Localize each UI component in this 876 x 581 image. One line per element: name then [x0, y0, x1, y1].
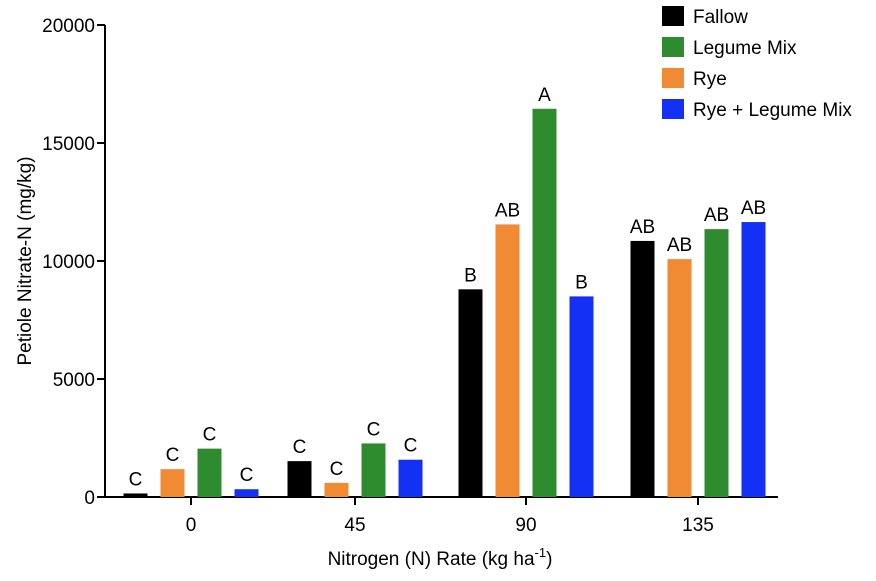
bar-label: C	[367, 419, 381, 440]
bar-label: A	[538, 85, 551, 106]
bar-label: C	[166, 445, 180, 466]
legend-swatch	[662, 37, 684, 57]
legend-label: Legume Mix	[693, 38, 797, 59]
x-tick-label: 45	[344, 515, 365, 536]
bar-label: C	[240, 465, 254, 486]
axes: 0 5000 10000 15000 20000 0 45 90 135	[42, 16, 778, 536]
bar-label: C	[129, 469, 143, 490]
legend-label: Fallow	[693, 7, 748, 28]
legend-label: Rye + Legume Mix	[693, 100, 852, 121]
legend-label: Rye	[693, 69, 727, 90]
x-ticks: 0 45 90 135	[186, 497, 714, 536]
bar	[287, 461, 312, 497]
legend: Fallow Legume Mix Rye Rye + Legume Mix	[662, 6, 852, 121]
x-axis-title-suffix: )	[546, 549, 552, 570]
bar	[160, 469, 185, 497]
bar-label: AB	[704, 205, 729, 226]
y-tick-label: 15000	[42, 134, 95, 155]
x-axis-title: Nitrogen (N) Rate (kg ha-1)	[328, 545, 553, 570]
bar	[234, 489, 259, 497]
y-tick-label: 10000	[42, 252, 95, 273]
bar	[704, 229, 729, 497]
bar	[495, 224, 520, 498]
x-tick-label: 0	[186, 515, 197, 536]
legend-swatch	[662, 99, 684, 119]
bar	[361, 443, 386, 497]
bar	[123, 493, 148, 497]
bar-label: AB	[495, 200, 520, 221]
y-tick-label: 20000	[42, 16, 95, 37]
bar	[324, 482, 349, 497]
bar-label: AB	[630, 217, 655, 238]
bar-label: AB	[667, 235, 692, 256]
y-ticks: 0 5000 10000 15000 20000	[42, 16, 105, 509]
y-tick-label: 5000	[53, 370, 95, 391]
bar	[398, 459, 423, 497]
x-tick-label: 135	[682, 515, 714, 536]
x-axis-title-superscript: -1	[535, 545, 547, 560]
bars	[123, 108, 766, 498]
legend-swatch	[662, 68, 684, 88]
bar-label: B	[464, 265, 477, 286]
y-tick-label: 0	[84, 488, 95, 509]
bar	[197, 448, 222, 497]
bar	[630, 240, 655, 497]
x-axis-title-main: Nitrogen (N) Rate (kg ha	[328, 549, 535, 570]
legend-swatch	[662, 6, 684, 26]
bar-label: C	[203, 425, 217, 446]
bar-label: C	[293, 437, 307, 458]
bar	[532, 108, 557, 497]
bar	[569, 296, 594, 497]
y-axis-title: Petiole Nitrate-N (mg/kg)	[15, 156, 36, 365]
bar-label: B	[575, 272, 588, 293]
bar	[667, 259, 692, 497]
bar-label: C	[330, 459, 344, 480]
x-tick-label: 90	[515, 515, 536, 536]
bar	[458, 289, 483, 497]
bar-label: AB	[741, 198, 766, 219]
bar-label: C	[404, 436, 418, 457]
bar	[741, 222, 766, 497]
